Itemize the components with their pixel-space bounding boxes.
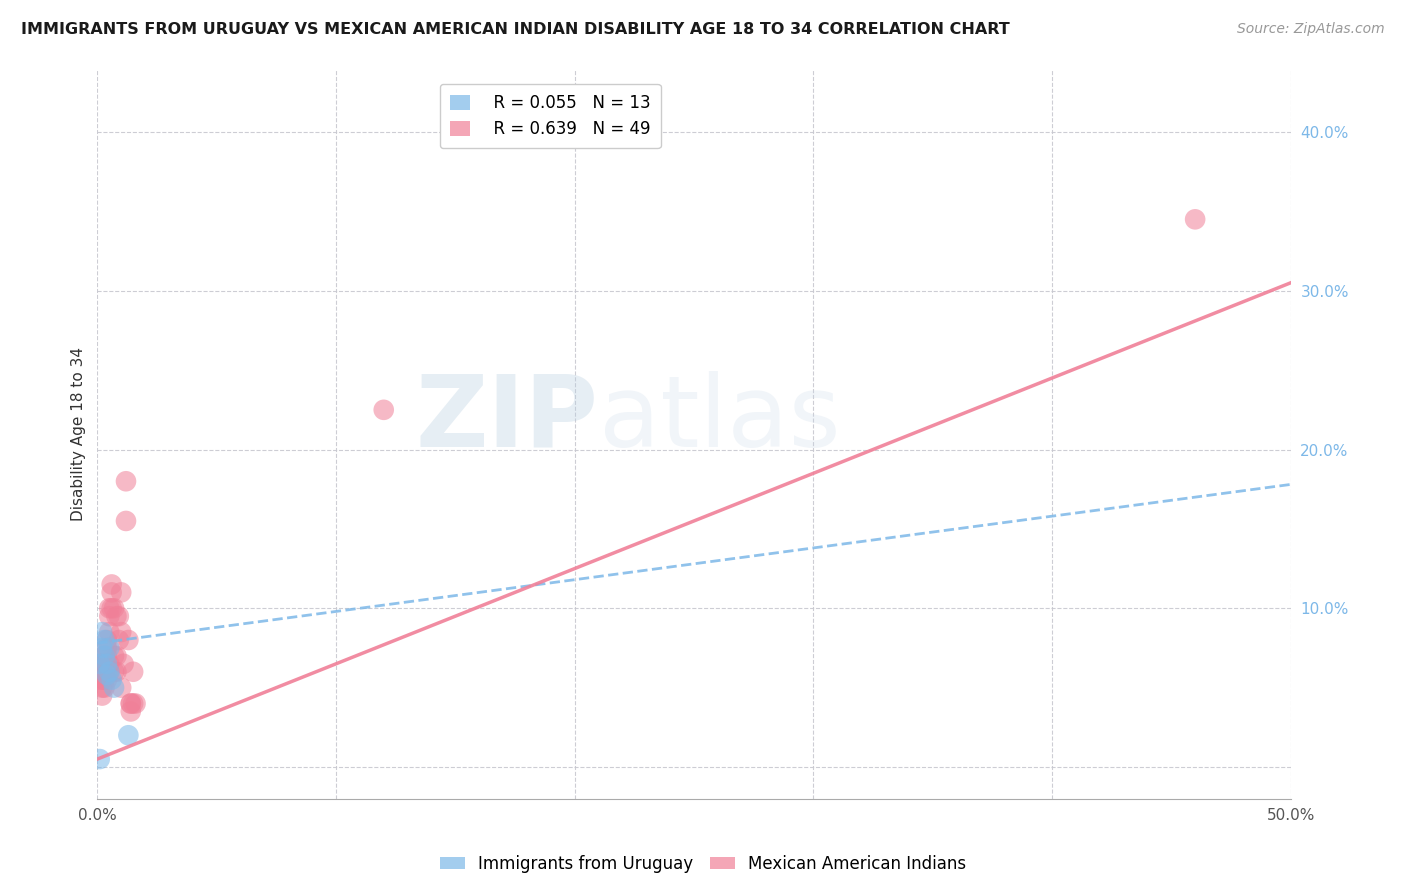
Point [93, 665, 115, 679]
Point [89, 673, 111, 687]
Point [108, 609, 131, 624]
Point [96, 665, 118, 679]
Point [100, 673, 122, 687]
Point [98, 640, 121, 655]
Text: ZIP: ZIP [416, 370, 599, 467]
Point [124, 697, 146, 711]
Point [96, 657, 118, 671]
Point [98, 665, 121, 679]
Point [100, 601, 122, 615]
Legend: Immigrants from Uruguay, Mexican American Indians: Immigrants from Uruguay, Mexican America… [433, 848, 973, 880]
Point [105, 609, 128, 624]
Text: Source: ZipAtlas.com: Source: ZipAtlas.com [1237, 22, 1385, 37]
Point [108, 633, 131, 648]
Point [91, 640, 114, 655]
Point [91, 673, 114, 687]
Point [98, 665, 121, 679]
Point [93, 681, 115, 695]
Point [96, 640, 118, 655]
Point [120, 697, 142, 711]
Point [120, 705, 142, 719]
Point [93, 657, 115, 671]
Point [96, 648, 118, 663]
Point [93, 673, 115, 687]
Point [93, 648, 115, 663]
Point [96, 668, 118, 682]
Point [100, 577, 122, 591]
Point [91, 689, 114, 703]
Point [91, 681, 114, 695]
Point [93, 648, 115, 663]
Point [93, 633, 115, 648]
Point [89, 752, 111, 766]
Point [110, 681, 132, 695]
Point [89, 657, 111, 671]
Point [105, 665, 128, 679]
Point [103, 681, 125, 695]
Point [103, 665, 125, 679]
Point [91, 657, 114, 671]
Text: IMMIGRANTS FROM URUGUAY VS MEXICAN AMERICAN INDIAN DISABILITY AGE 18 TO 34 CORRE: IMMIGRANTS FROM URUGUAY VS MEXICAN AMERI… [21, 22, 1010, 37]
Point [91, 625, 114, 640]
Point [98, 625, 121, 640]
Point [98, 609, 121, 624]
Point [89, 665, 111, 679]
Point [110, 585, 132, 599]
Point [96, 633, 118, 648]
Point [98, 601, 121, 615]
Point [115, 514, 138, 528]
Point [103, 648, 125, 663]
Point [103, 601, 125, 615]
Point [373, 402, 395, 417]
Point [105, 648, 128, 663]
Point [122, 697, 145, 711]
Point [98, 657, 121, 671]
Y-axis label: Disability Age 18 to 34: Disability Age 18 to 34 [72, 347, 86, 521]
Point [117, 728, 139, 742]
Point [1184, 212, 1206, 227]
Point [91, 668, 114, 682]
Point [96, 673, 118, 687]
Point [115, 475, 138, 489]
Point [122, 665, 145, 679]
Point [100, 585, 122, 599]
Text: atlas: atlas [599, 370, 841, 467]
Legend:   R = 0.055   N = 13,   R = 0.639   N = 49: R = 0.055 N = 13, R = 0.639 N = 49 [440, 84, 661, 148]
Point [89, 657, 111, 671]
Point [112, 657, 135, 671]
Point [120, 697, 142, 711]
Point [110, 625, 132, 640]
Point [117, 633, 139, 648]
